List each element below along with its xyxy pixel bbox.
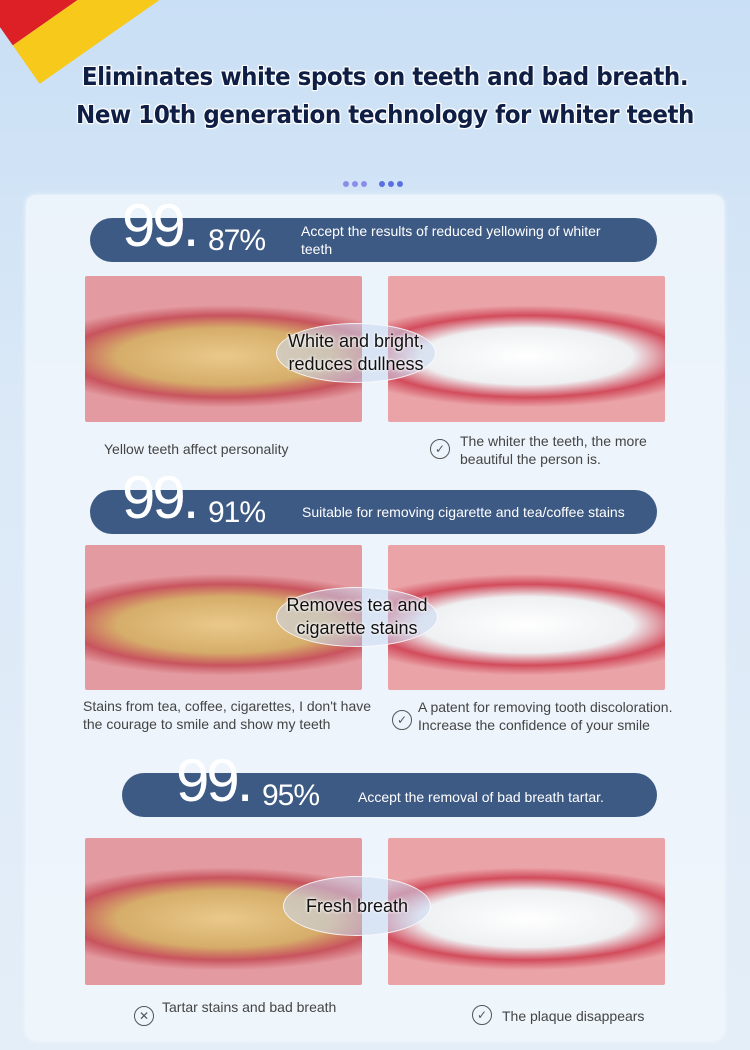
- stat-description: Suitable for removing cigarette and tea/…: [302, 504, 625, 520]
- stat-big-number: 99.: [176, 747, 253, 814]
- stat-percent: 91%: [208, 496, 266, 529]
- stat-big-number: 99.: [122, 464, 199, 531]
- stat-banner-1: 99. 87% Accept the results of reduced ye…: [90, 196, 657, 262]
- stat-banner-3: 99. 95% Accept the removal of bad breath…: [122, 751, 657, 817]
- before-caption: Yellow teeth affect personality: [104, 441, 289, 457]
- stat-banner-2: 99. 91% Suitable for removing cigarette …: [90, 468, 657, 534]
- after-photo-white-teeth: [388, 838, 665, 985]
- check-circle-icon: ✓: [472, 1005, 492, 1025]
- overlay-label: Removes tea and cigarette stains: [276, 587, 438, 647]
- check-circle-icon: ✓: [430, 439, 450, 459]
- stat-big-number: 99.: [122, 192, 199, 259]
- stat-description: Accept the removal of bad breath tartar.: [358, 789, 604, 805]
- overlay-label: White and bright, reduces dullness: [276, 323, 436, 383]
- overlay-label: Fresh breath: [283, 876, 431, 936]
- decorative-dots: [343, 181, 403, 187]
- stat-description: Accept the results of reduced yellowing …: [301, 223, 601, 257]
- stat-percent: 87%: [208, 224, 266, 257]
- stat-percent: 95%: [262, 779, 320, 812]
- after-caption: The whiter the teeth, the more beautiful…: [460, 433, 647, 467]
- after-caption: A patent for removing tooth discoloratio…: [418, 699, 673, 733]
- before-caption: Stains from tea, coffee, cigarettes, I d…: [83, 698, 372, 732]
- check-circle-icon: ✓: [392, 710, 412, 730]
- before-caption: Tartar stains and bad breath: [162, 999, 337, 1015]
- after-caption: The plaque disappears: [502, 1008, 645, 1024]
- headline: Eliminates white spots on teeth and bad …: [76, 62, 694, 129]
- x-circle-icon: ✕: [134, 1006, 154, 1026]
